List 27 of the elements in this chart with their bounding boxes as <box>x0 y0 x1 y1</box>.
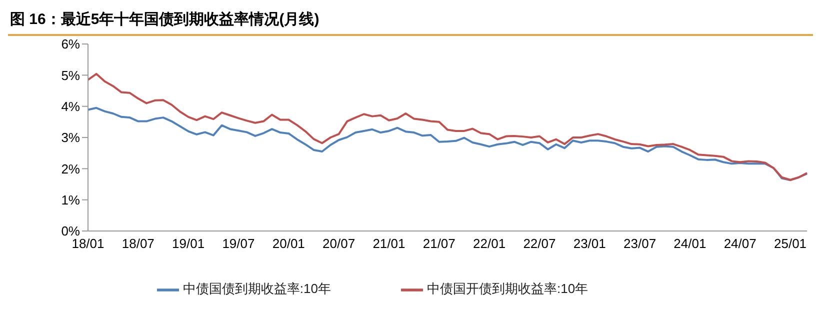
x-tick-label: 21/07 <box>422 236 456 252</box>
y-tick-label: 5% <box>61 68 80 83</box>
chart-title: 图 16：最近5年十年国债到期收益率情况(月线) <box>8 8 813 36</box>
line-series <box>87 106 808 182</box>
y-tick-label: 4% <box>61 98 80 114</box>
x-tick-label: 22/07 <box>523 236 556 252</box>
legend-label: 中债国债到期收益率:10年 <box>182 281 331 296</box>
x-tick-label: 18/01 <box>72 236 104 252</box>
x-tick-label: 24/01 <box>674 236 706 252</box>
x-tick-label: 18/07 <box>122 236 154 252</box>
x-tick-label: 25/01 <box>774 236 807 252</box>
x-tick-label: 19/01 <box>172 236 205 252</box>
y-tick-label: 3% <box>61 130 80 146</box>
line-series <box>87 72 808 181</box>
y-tick-label: 6% <box>61 36 80 52</box>
x-tick-label: 20/07 <box>322 236 356 252</box>
x-tick-label: 21/01 <box>372 236 406 252</box>
x-tick-label: 23/01 <box>573 236 606 252</box>
x-tick-label: 22/01 <box>473 236 506 252</box>
y-tick-label: 1% <box>61 192 80 208</box>
y-tick-label: 2% <box>61 161 80 176</box>
y-tick-label: 0% <box>61 224 80 239</box>
x-tick-label: 20/01 <box>272 236 305 252</box>
x-tick-label: 19/07 <box>222 236 255 252</box>
legend-label: 中债国开债到期收益率:10年 <box>427 281 588 296</box>
x-tick-label: 23/07 <box>624 236 656 252</box>
x-tick-label: 24/07 <box>724 236 756 252</box>
